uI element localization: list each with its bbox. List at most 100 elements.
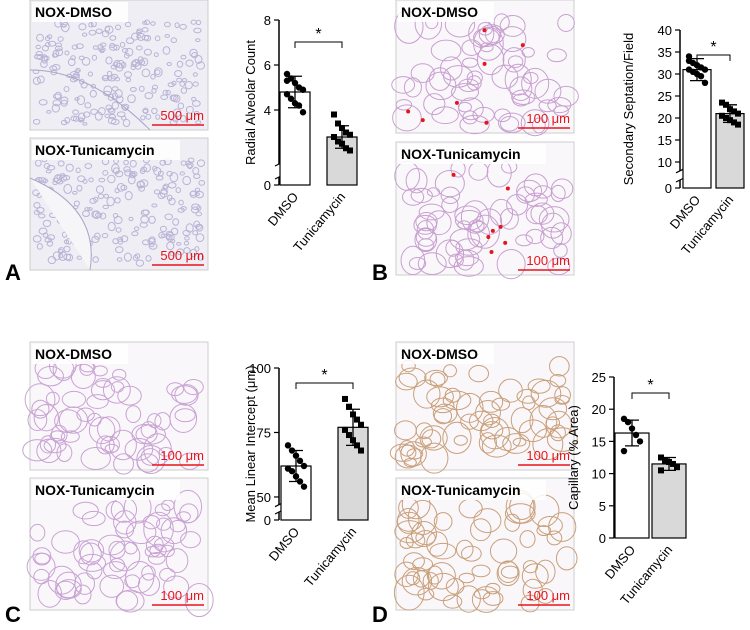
tissue xyxy=(471,586,501,613)
data-point xyxy=(719,99,725,106)
tissue xyxy=(175,187,181,194)
tissue xyxy=(164,213,173,221)
image-label: NOX-DMSO xyxy=(35,4,112,20)
data-point xyxy=(346,403,352,410)
tissue xyxy=(144,546,161,558)
tissue xyxy=(166,61,172,67)
y-tick-label: 75 xyxy=(257,425,271,440)
tissue xyxy=(29,523,46,542)
tissue xyxy=(394,520,425,544)
tissue xyxy=(87,71,94,77)
tissue xyxy=(63,253,72,261)
tissue xyxy=(103,90,112,97)
tissue xyxy=(450,83,480,102)
tissue xyxy=(555,546,578,571)
image-label: NOX-DMSO xyxy=(401,4,478,20)
micrograph: NOX-Tunicamycin 100 μm xyxy=(26,477,214,618)
bar-chart: 0 10 15 20 25 30 35 40 Secondary Septation/Field… xyxy=(621,23,745,257)
tissue xyxy=(116,589,145,613)
label-bg xyxy=(398,144,546,164)
red-dot xyxy=(498,224,503,229)
error-bar xyxy=(288,75,302,109)
tissue xyxy=(124,541,138,555)
tissue xyxy=(525,205,548,225)
tissue xyxy=(133,226,140,231)
tissue xyxy=(169,172,179,183)
panel-letter: A xyxy=(5,260,21,285)
tissue xyxy=(166,241,175,251)
error-bar xyxy=(723,104,737,124)
tissue-edge xyxy=(29,69,151,131)
tissue xyxy=(499,115,520,132)
tissue xyxy=(412,557,434,571)
tissue xyxy=(78,553,107,572)
error-bar xyxy=(662,456,676,472)
y-tick-label: 0 xyxy=(264,178,271,193)
tissue xyxy=(130,60,137,68)
tissue xyxy=(148,215,156,224)
red-dot xyxy=(486,235,491,240)
micrograph: NOX-DMSO 100 μm xyxy=(389,341,578,474)
data-point xyxy=(296,457,304,465)
tissue xyxy=(493,13,510,31)
tissue xyxy=(52,251,61,261)
tissue xyxy=(549,424,566,442)
tissue xyxy=(109,35,117,41)
tissue xyxy=(410,187,433,204)
tissue xyxy=(32,76,41,85)
tissue xyxy=(179,114,187,123)
tissue xyxy=(426,187,441,197)
tissue xyxy=(183,240,190,246)
micrograph: NOX-DMSO 100 μm xyxy=(391,0,579,137)
tissue xyxy=(415,212,438,232)
tissue xyxy=(428,67,452,91)
tissue xyxy=(123,71,133,78)
tissue xyxy=(184,80,193,90)
tissue xyxy=(466,70,483,86)
tissue xyxy=(391,76,416,94)
tissue xyxy=(156,517,172,531)
tissue xyxy=(77,175,86,183)
tissue xyxy=(141,239,151,246)
tissue xyxy=(195,38,201,42)
label-bg xyxy=(32,344,128,364)
tissue xyxy=(151,84,159,90)
tissue xyxy=(110,381,125,393)
tissue xyxy=(149,543,167,558)
tissue xyxy=(165,548,189,574)
data-point xyxy=(358,447,364,454)
data-point xyxy=(358,421,364,428)
tissue xyxy=(395,372,418,391)
tissue xyxy=(47,40,57,47)
tissue xyxy=(52,99,62,107)
tissue xyxy=(104,25,111,32)
tissue xyxy=(158,232,165,239)
tissue xyxy=(178,199,184,206)
tissue xyxy=(548,512,577,542)
tissue xyxy=(532,117,546,134)
tissue xyxy=(195,211,203,217)
tissue xyxy=(136,444,166,474)
tissue xyxy=(162,46,171,55)
tissue xyxy=(401,566,433,596)
scale-label: 100 μm xyxy=(526,111,570,126)
label-bg xyxy=(32,480,180,500)
scale-label: 500 μm xyxy=(160,108,204,123)
tissue xyxy=(395,99,413,111)
tissue xyxy=(151,203,158,208)
tissue xyxy=(510,407,534,434)
tissue xyxy=(102,376,131,404)
tissue xyxy=(478,432,497,454)
tissue xyxy=(143,48,152,56)
tissue xyxy=(176,60,184,68)
tissue xyxy=(455,238,483,256)
tissue xyxy=(169,403,198,433)
tissue xyxy=(186,162,194,169)
tissue xyxy=(432,403,458,424)
tissue xyxy=(445,577,465,595)
tissue xyxy=(138,185,146,192)
tissue xyxy=(136,59,146,66)
tissue xyxy=(536,525,552,536)
y-tick-label: 10 xyxy=(658,155,672,170)
